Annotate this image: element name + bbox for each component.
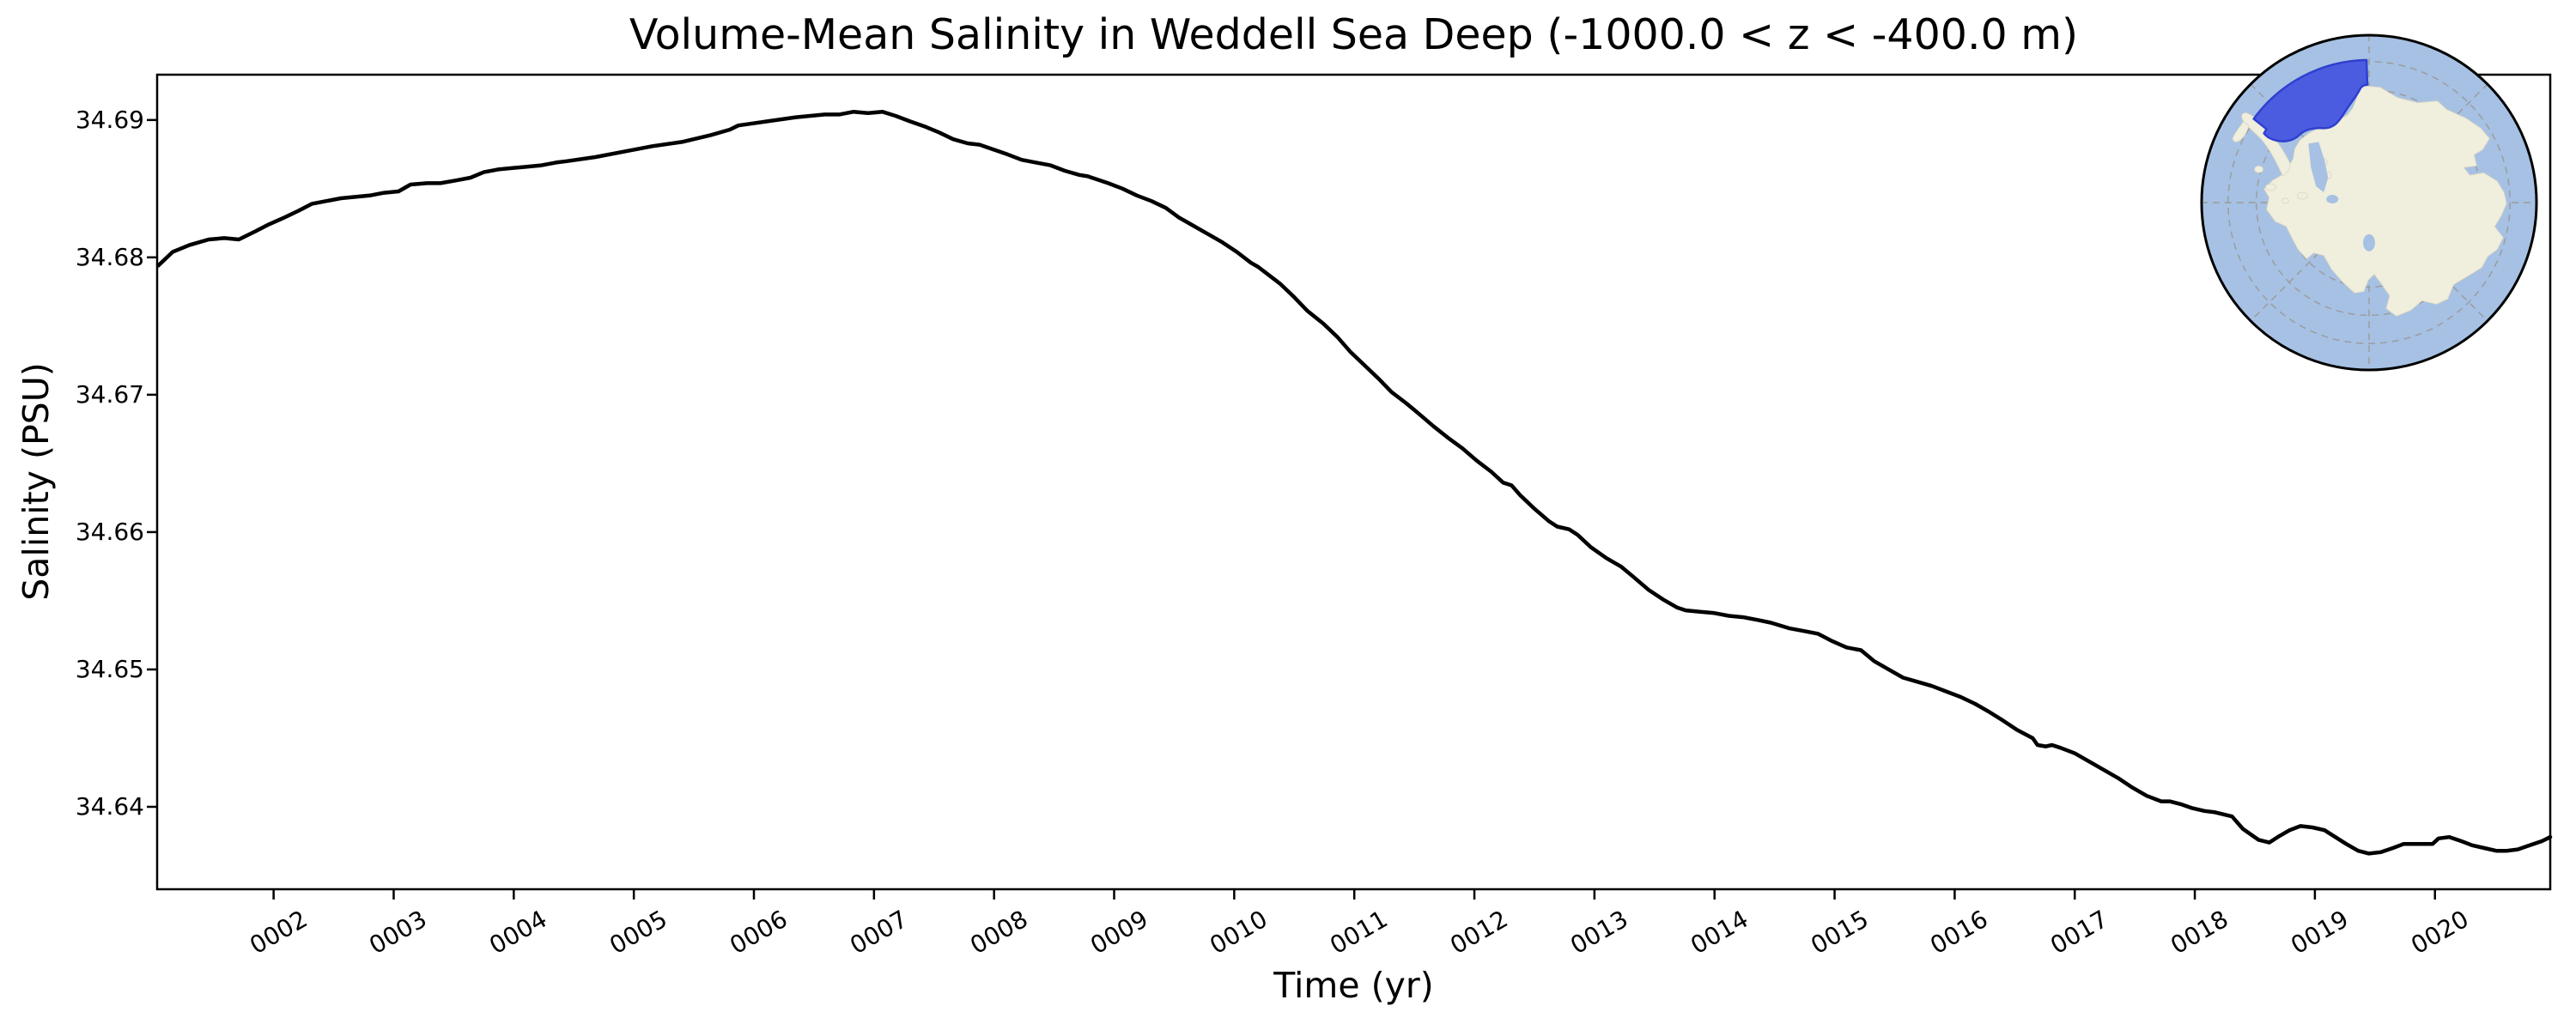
chart-title: Volume-Mean Salinity in Weddell Sea Deep… xyxy=(629,10,2079,59)
y-tick-label: 34.68 xyxy=(75,242,144,271)
axis-tick-marks xyxy=(147,118,2437,900)
weddell-sea-region-highlight xyxy=(2252,58,2369,142)
y-tick-label: 34.67 xyxy=(75,379,144,409)
y-tick-label: 34.65 xyxy=(75,654,144,683)
x-axis-label: Time (yr) xyxy=(1273,965,1434,1006)
y-tick-label: 34.64 xyxy=(75,791,144,821)
y-tick-label: 34.69 xyxy=(75,105,144,134)
antarctic-peninsula xyxy=(2241,112,2291,177)
map-channels xyxy=(2308,142,2375,251)
plot-area xyxy=(157,75,2550,889)
map-border xyxy=(2200,33,2538,372)
y-tick-label: 34.66 xyxy=(75,517,144,546)
peninsula-tip-hook xyxy=(2232,120,2250,142)
salinity-line-series xyxy=(156,109,2553,856)
plot-border xyxy=(155,73,2552,891)
inset-locator-map xyxy=(2200,33,2538,372)
